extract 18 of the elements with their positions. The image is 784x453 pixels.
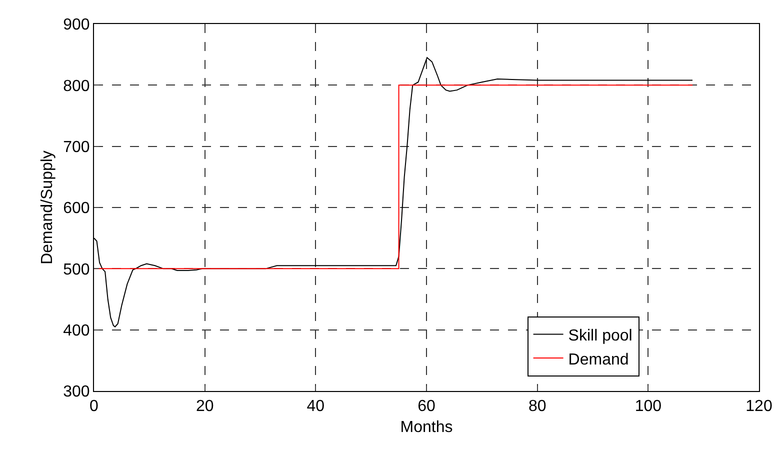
legend-label: Skill pool — [568, 327, 632, 344]
x-tick-label: 60 — [418, 398, 436, 416]
y-tick-label: 600 — [63, 200, 90, 218]
y-tick-label: 800 — [63, 78, 90, 95]
y-tick-label: 700 — [63, 138, 90, 156]
y-tick-label: 400 — [63, 322, 90, 340]
legend-label: Demand — [568, 351, 629, 368]
x-tick-label: 80 — [528, 398, 546, 416]
y-axis-title: Demand/Supply — [38, 150, 56, 264]
y-tick-label: 500 — [63, 261, 90, 278]
y-tick-label: 300 — [63, 384, 90, 401]
y-tick-label: 900 — [63, 16, 90, 34]
x-tick-label: 120 — [746, 398, 772, 416]
x-tick-label: 0 — [90, 398, 99, 416]
x-tick-label: 40 — [306, 398, 325, 416]
x-tick-label: 20 — [196, 398, 214, 416]
x-axis-title: Months — [400, 418, 453, 436]
x-tick-label: 100 — [634, 398, 662, 416]
